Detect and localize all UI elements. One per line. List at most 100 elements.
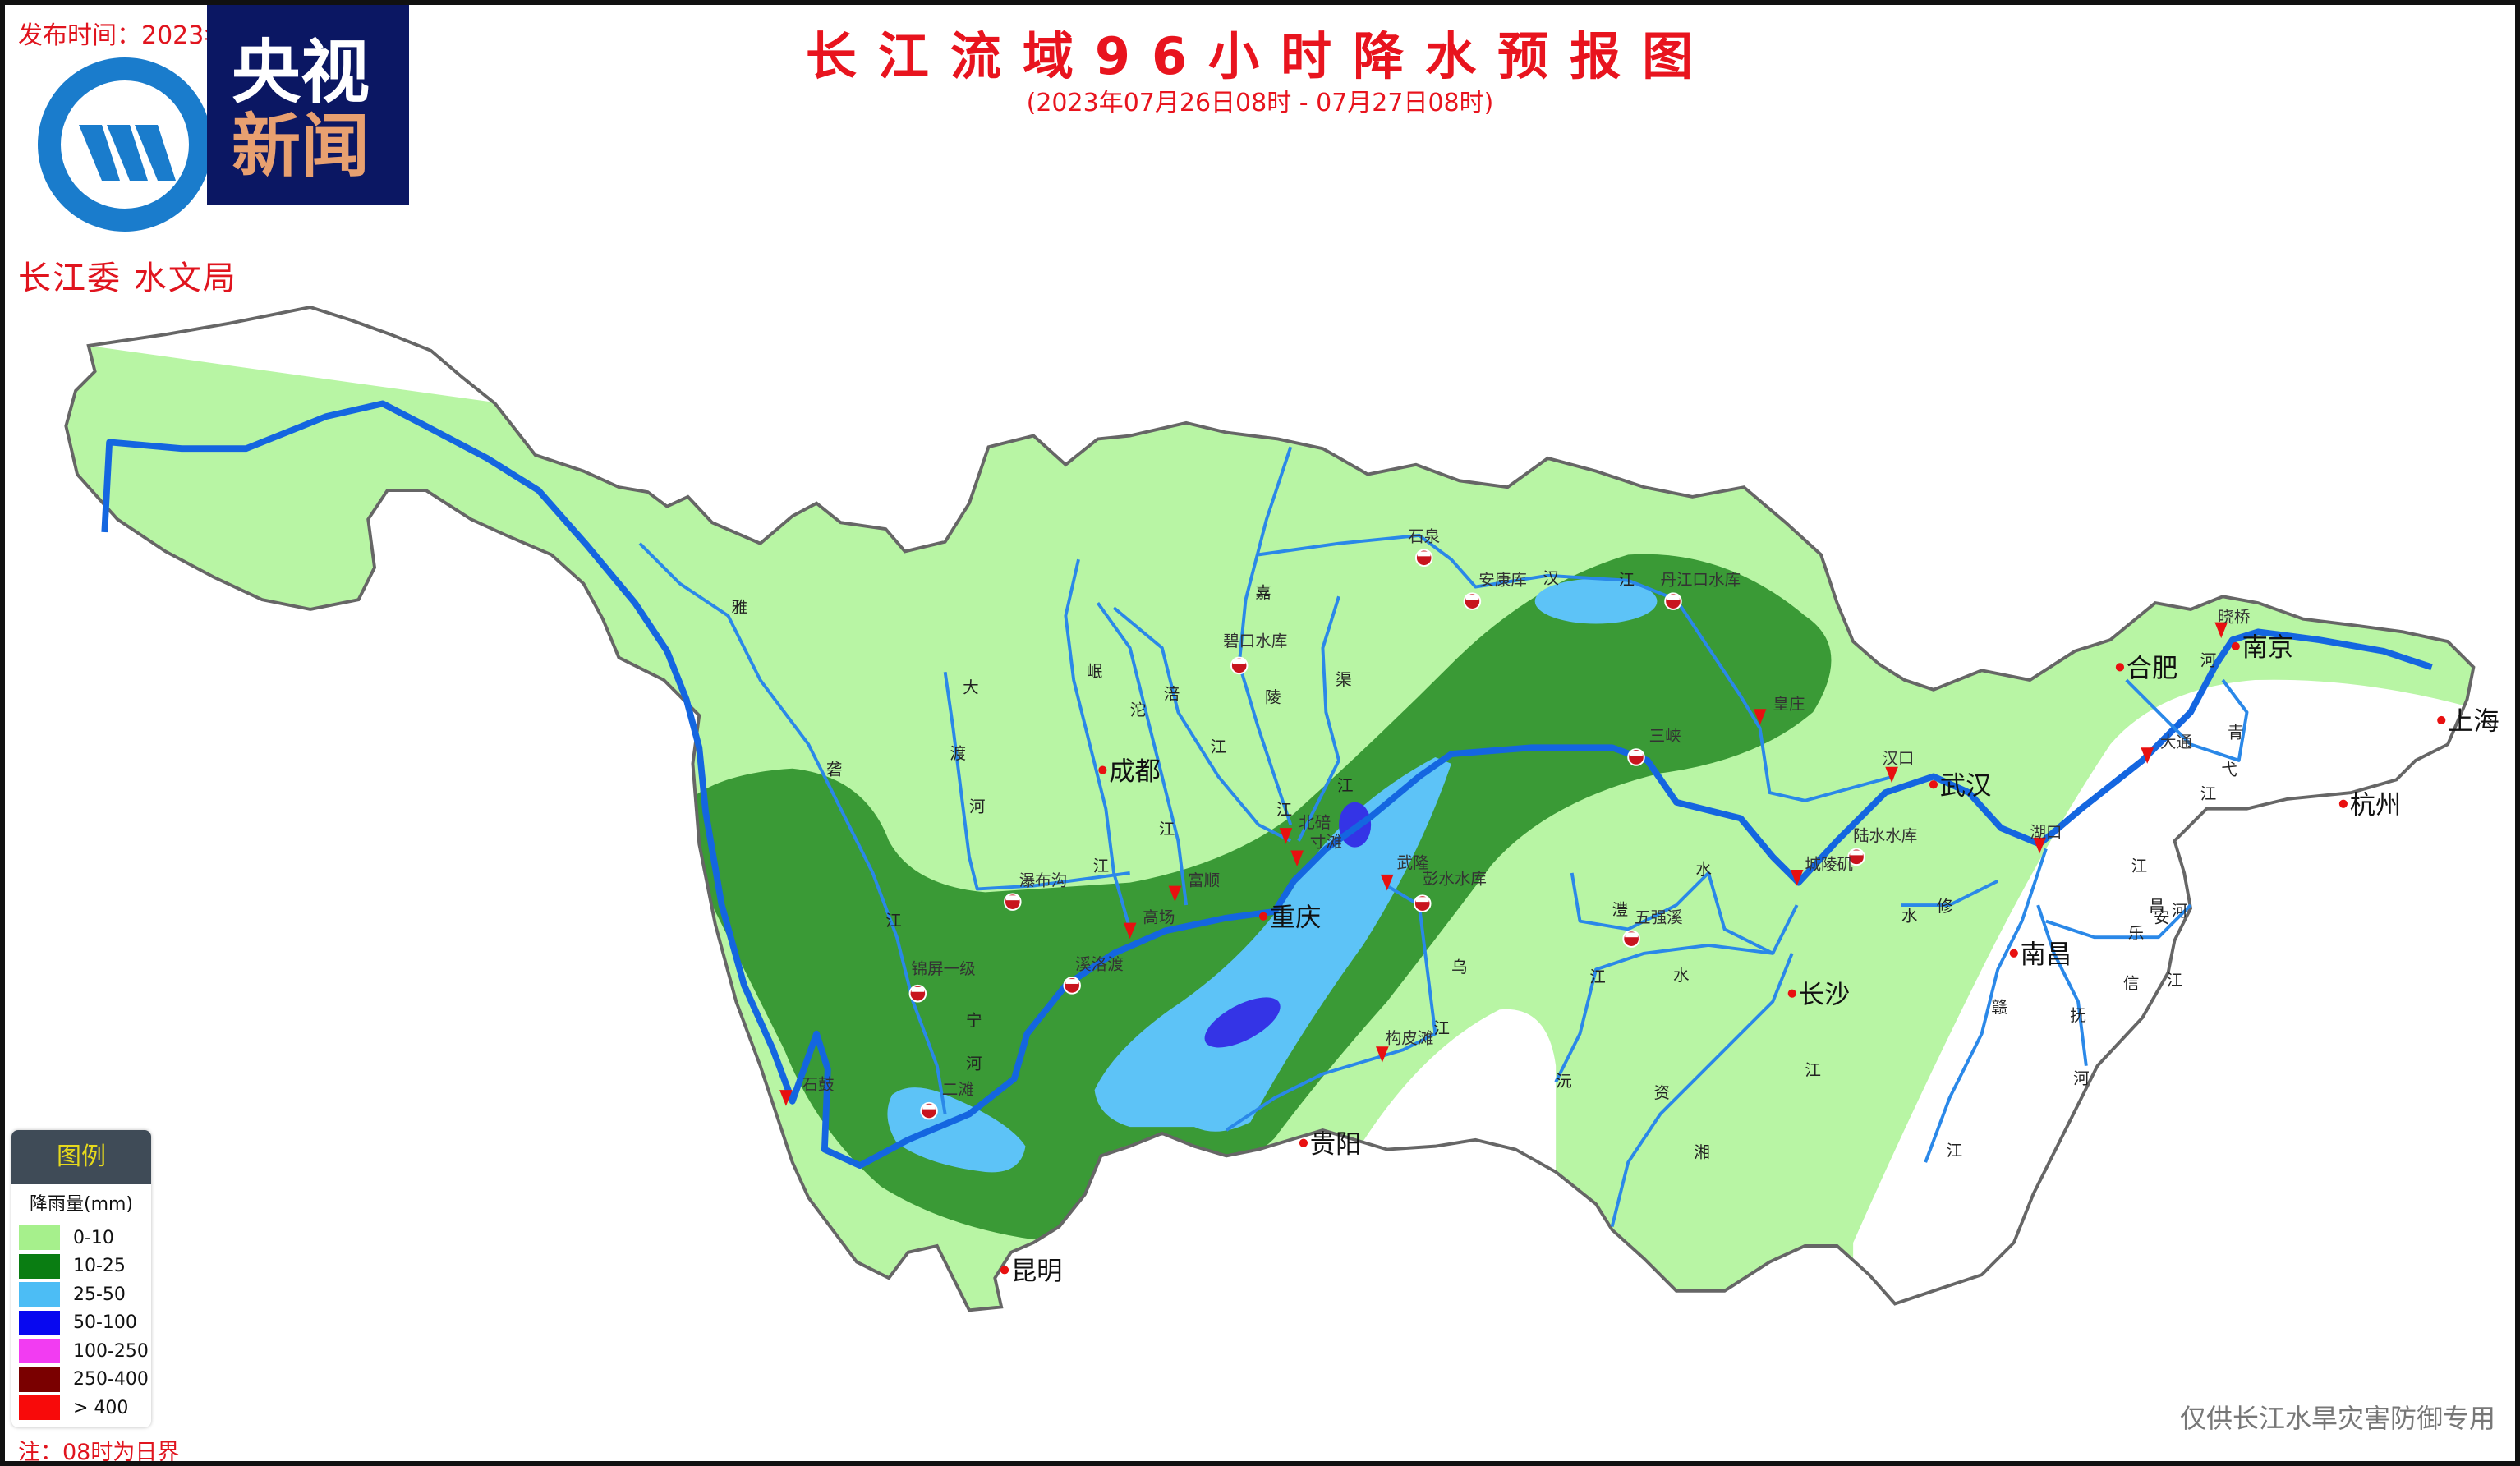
legend-panel: 图例 降雨量(mm) 0-10 10-25 25-50 50-100 100-250 25… (11, 1130, 151, 1427)
legend-swatch (19, 1367, 60, 1392)
city-label: 南昌 (2021, 940, 2072, 970)
hydrological-station-triangle-icon (2141, 747, 2154, 764)
legend-swatch (19, 1395, 60, 1421)
logo-text-top: 央视 (232, 32, 370, 113)
river-name-label: 乌 (1451, 958, 1468, 977)
tributary-river (2045, 903, 2192, 940)
reservoir-marker-band (1415, 897, 1429, 903)
footnote: 注：08时为日界 (18, 1440, 180, 1465)
tributary-river (1225, 884, 1437, 1132)
river-name-label: 陵 (1265, 687, 1281, 706)
hydrological-station-triangle-icon (1123, 922, 1137, 940)
city-dot-icon (2338, 799, 2348, 808)
river-name-label: 嘉 (1255, 583, 1271, 602)
station-label: 锦屏一级 (912, 959, 976, 978)
river-name-label: 江 (1337, 776, 1354, 795)
river-name-label: 渠 (1336, 670, 1352, 689)
station-label: 二滩 (942, 1080, 974, 1099)
station-label: 石泉 (1408, 527, 1440, 546)
city-label: 合肥 (2127, 654, 2178, 683)
legend-item: 25-50 (11, 1280, 151, 1309)
city-label: 杭州 (2350, 790, 2402, 820)
hydrological-station-triangle-icon (1279, 828, 1293, 844)
organization-label: 长江委 水文局 (18, 260, 237, 297)
river-name-label: 水 (1901, 907, 1918, 926)
legend-item: 100-250 (11, 1337, 151, 1366)
river-name-label: 青 (2228, 723, 2244, 742)
no-rain-area-south (1354, 1009, 1557, 1179)
legend-label: 250-400 (73, 1369, 149, 1390)
hydrological-station-triangle-icon (779, 1090, 793, 1106)
hydrological-station-triangle-icon (1380, 874, 1394, 891)
station-label: 构皮滩 (1386, 1028, 1434, 1047)
station-label: 安康库 (1478, 571, 1527, 590)
legend-label: 25-50 (73, 1284, 126, 1305)
river-name-label: 江 (2167, 971, 2183, 990)
tributary-river (1924, 848, 2048, 1163)
station-label: 溪洛渡 (1075, 954, 1124, 973)
station-label: 晓桥 (2218, 608, 2250, 627)
station-label: 高场 (1143, 908, 1175, 927)
tributary-river (1297, 595, 1340, 842)
river-name-label: 水 (1695, 860, 1712, 879)
river-name-label: 河 (969, 797, 986, 816)
city-label: 成都 (1109, 756, 1161, 786)
river-name-label: 赣 (1991, 998, 2007, 1017)
basin-boundary (64, 305, 2476, 1312)
yangtze-main-stream (101, 400, 2433, 1170)
tributary-river (1064, 558, 1132, 930)
legend-item: 10-25 (11, 1252, 151, 1281)
legend-label: 0-10 (73, 1227, 114, 1248)
city-label: 南京 (2242, 633, 2294, 663)
river-name-label: 汉 (1543, 569, 1559, 588)
station-label: 富顺 (1188, 871, 1220, 890)
station-label: 城陵矶 (1805, 855, 1853, 874)
tributary-river (2125, 678, 2249, 762)
station-label: 彭水水库 (1423, 870, 1487, 889)
river-name-label: 江 (2200, 784, 2217, 803)
legend-swatch (19, 1253, 60, 1279)
station-label: 瀑布沟 (1019, 871, 1068, 890)
city-dot-icon (2437, 715, 2446, 725)
watermark: 仅供长江水旱灾害防御专用 (2179, 1403, 2495, 1434)
legend-title: 图例 (11, 1130, 151, 1184)
river-name-label: 水 (1673, 966, 1690, 985)
logo-text-bottom: 新闻 (232, 106, 370, 186)
river-name-label: 江 (1276, 800, 1293, 819)
river-name-label: 河 (2073, 1068, 2090, 1087)
station-label: 丹江口水库 (1660, 571, 1741, 590)
river-name-label: 抚 (2070, 1006, 2086, 1025)
river-name-label: 江 (1618, 571, 1635, 590)
legend-swatch (19, 1282, 60, 1307)
river-name-label: 信 (2123, 974, 2140, 993)
river-name-label: 江 (1210, 738, 1226, 756)
tributary-river (1112, 606, 1292, 843)
station-label: 汉口 (1882, 749, 1914, 768)
river-name-label: 砻 (826, 761, 843, 779)
tributary-river (1570, 871, 1799, 955)
station-label: 湖口 (2030, 823, 2062, 842)
city-dot-icon (1258, 912, 1268, 921)
tributary-river (1610, 953, 1794, 1227)
changjiang-water-logo (38, 57, 212, 232)
hydrological-station-triangle-icon (1753, 709, 1767, 725)
river-name-label: 大 (963, 678, 979, 697)
hydrological-station-triangle-icon (2214, 622, 2228, 639)
station-label: 石鼓 (802, 1075, 834, 1094)
river-name-label: 修 (1937, 897, 1953, 916)
legend-label: 10-25 (73, 1256, 126, 1277)
legend-unit: 降雨量(mm) (29, 1194, 134, 1215)
river-name-label: 渡 (950, 744, 966, 763)
city-dot-icon (1299, 1138, 1308, 1147)
station-label: 五强溪 (1635, 908, 1683, 927)
river-name-label: 湘 (1694, 1142, 1710, 1161)
tributary-river (1258, 533, 1894, 802)
river-name-label: 江 (1805, 1061, 1821, 1080)
station-label: 碧口水库 (1223, 632, 1287, 650)
tributary-river (638, 542, 947, 1114)
city-label: 武汉 (1940, 771, 1992, 801)
station-label: 武隆 (1396, 853, 1429, 872)
legend-item: 50-100 (11, 1309, 151, 1338)
legend-swatch (19, 1225, 60, 1251)
